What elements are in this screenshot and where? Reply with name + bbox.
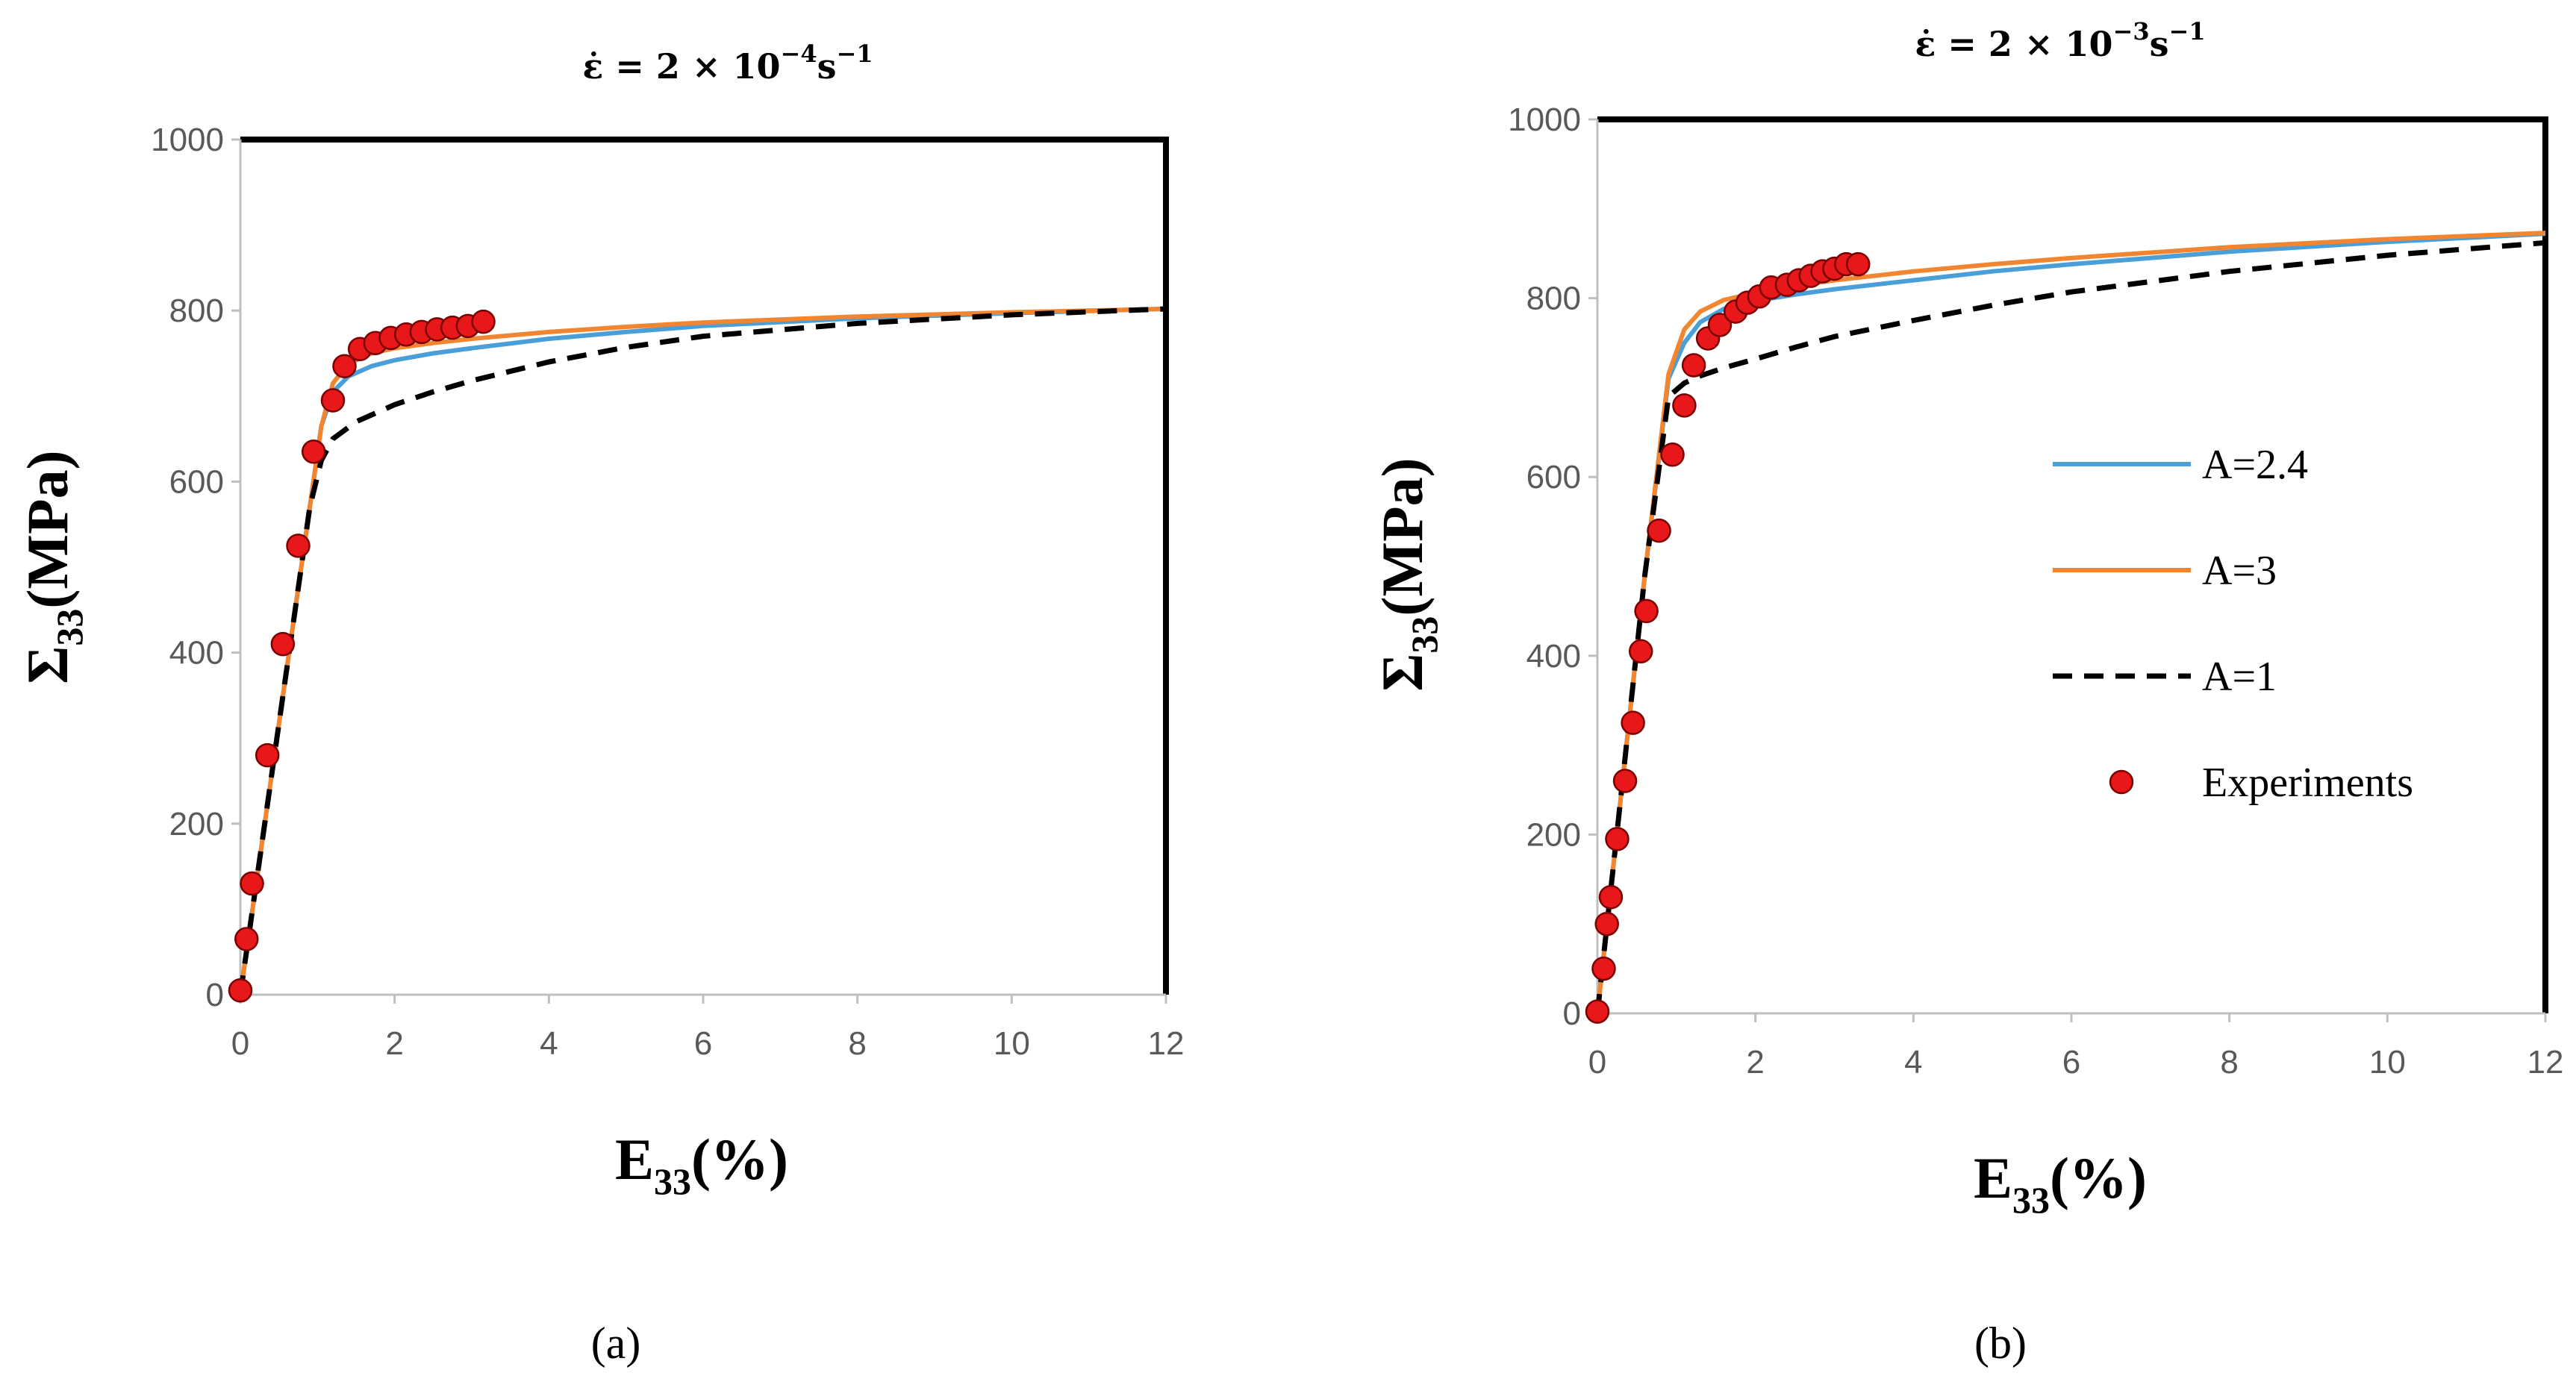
y-axis-title-group: Σ33(MPa): [1370, 457, 1445, 691]
y-axis-title-unit: (MPa): [15, 450, 80, 608]
x-tick-label: 2: [385, 1025, 403, 1062]
x-tick-label: 4: [1904, 1044, 1922, 1081]
experiment-point: [286, 534, 311, 558]
experiment-point: [1846, 251, 1871, 277]
series-line-a-2-4: [238, 306, 1167, 995]
x-axis-title-main: E: [1974, 1145, 2012, 1210]
panel-label: (b): [1974, 1319, 2027, 1368]
x-tick-label: 12: [1148, 1025, 1185, 1062]
experiment-point: [228, 978, 253, 1003]
panel-label: (a): [591, 1319, 641, 1368]
y-axis-title-group: Σ33(MPa): [15, 450, 90, 684]
experiment-point: [332, 354, 357, 378]
series-line-a-3: [238, 306, 1167, 995]
x-axis-title: E33(%): [615, 1127, 788, 1202]
experiment-point: [1681, 353, 1706, 378]
y-tick-label: 0: [206, 977, 224, 1013]
series-line-a-1: [237, 306, 1167, 995]
y-axis-title: Σ33(MPa): [1370, 457, 1445, 691]
title-base: ε̇ = 2 × 10: [582, 46, 780, 87]
experiment-point: [1647, 518, 1671, 543]
x-axis-title-sub: 33: [2012, 1179, 2050, 1221]
legend: A=2.4 A=3 A=1 Experiments: [2053, 442, 2413, 806]
legend-label: Experiments: [2202, 760, 2413, 806]
y-axis-title-sub: 33: [1403, 616, 1445, 654]
experiment-point: [301, 440, 326, 464]
y-tick-label: 1000: [151, 122, 224, 158]
series-line-a-3: [1595, 231, 2546, 1014]
legend-label: A=2.4: [2202, 442, 2308, 488]
experiment-point: [1672, 393, 1697, 418]
y-tick-label: 200: [169, 806, 224, 842]
y-axis-title-main: Σ: [15, 646, 80, 684]
title-exponent: −3: [2113, 17, 2150, 46]
y-tick-label: 1000: [1508, 101, 1581, 138]
experiment-point: [1628, 639, 1653, 664]
y-axis-title-main: Σ: [1370, 654, 1435, 692]
experiment-point: [1594, 911, 1619, 936]
y-tick-label: 0: [1563, 995, 1581, 1032]
experiment-point: [320, 388, 346, 413]
y-axis-title: Σ33(MPa): [15, 450, 90, 684]
experiment-point: [1605, 827, 1630, 851]
x-axis-title: E33(%): [1974, 1145, 2147, 1221]
experiment-point: [471, 309, 496, 334]
x-tick-label: 12: [2527, 1044, 2564, 1081]
title-exponent: −4: [781, 40, 817, 68]
legend-label: A=1: [2202, 654, 2277, 700]
title-unit: s: [2150, 24, 2169, 64]
x-tick-label: 0: [1588, 1044, 1606, 1081]
y-tick-label: 600: [1526, 459, 1581, 495]
experiment-point: [1660, 442, 1685, 467]
title-unit-exponent: −1: [2169, 17, 2206, 46]
x-tick-label: 6: [2062, 1044, 2080, 1081]
series-line-a-1: [1594, 240, 2546, 1014]
title-unit-exponent: −1: [837, 40, 873, 68]
y-tick-label: 200: [1526, 816, 1581, 853]
experiment-point: [1707, 313, 1733, 337]
x-tick-label: 2: [1746, 1044, 1764, 1081]
x-tick-label: 10: [2369, 1044, 2406, 1081]
legend-marker-experiments: [2109, 769, 2134, 795]
y-axis-title-unit: (MPa): [1370, 457, 1435, 616]
experiment-point: [1612, 769, 1638, 793]
y-tick-label: 400: [169, 635, 224, 672]
series-line-a-2-4: [1595, 231, 2546, 1014]
y-tick-label: 600: [169, 463, 224, 500]
y-axis-title-sub: 33: [49, 609, 90, 646]
chart-title: ε̇ = 2 × 10−4s−1: [582, 40, 873, 87]
x-axis-title-unit: (%): [2050, 1145, 2147, 1210]
x-axis-title-sub: 33: [654, 1160, 691, 1202]
x-tick-label: 8: [2220, 1044, 2238, 1081]
panel-a-chart: 0 200 400 600 800 1000 0 2 4 6 8 10 12 ε̇ = 2 × 10−4s…: [15, 40, 1184, 1368]
x-tick-label: 8: [848, 1025, 866, 1062]
experiment-point: [1621, 710, 1645, 735]
title-base: ε̇ = 2 × 10: [1915, 24, 2112, 64]
x-tick-label: 10: [994, 1025, 1030, 1062]
y-tick-label: 800: [1526, 281, 1581, 317]
x-tick-label: 4: [540, 1025, 558, 1062]
x-axis-title-main: E: [615, 1127, 654, 1192]
legend-label: A=3: [2202, 548, 2277, 594]
experiment-point: [270, 631, 296, 657]
experiment-point: [240, 871, 264, 896]
y-tick-label: 400: [1526, 638, 1581, 675]
x-tick-label: 0: [231, 1025, 249, 1062]
experiment-point: [234, 927, 259, 951]
experiment-point: [1634, 598, 1659, 624]
panel-b-chart: 0 200 400 600 800 1000 0 2 4 6 8 10 12 ε̇ = 2 × 10−3s…: [1370, 17, 2563, 1368]
x-tick-label: 6: [694, 1025, 712, 1062]
experiment-point: [1591, 956, 1616, 981]
experiment-point: [1598, 885, 1624, 910]
experiment-point: [1585, 999, 1610, 1024]
title-unit: s: [817, 46, 837, 87]
experiment-point: [255, 742, 280, 768]
y-tick-label: 800: [169, 293, 224, 329]
x-axis-title-unit: (%): [691, 1127, 788, 1192]
chart-title: ε̇ = 2 × 10−3s−1: [1915, 17, 2205, 64]
